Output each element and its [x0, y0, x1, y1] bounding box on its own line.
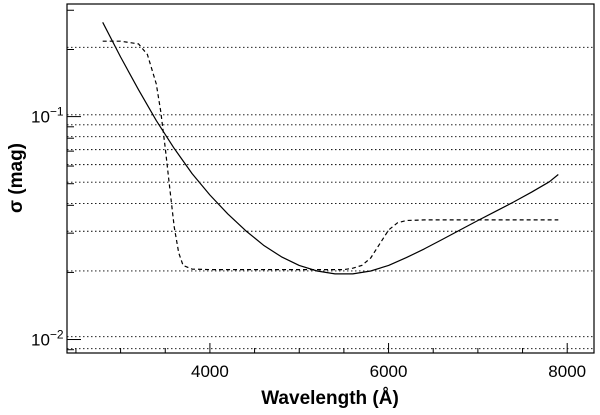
- grid-lines: [67, 46, 594, 350]
- tick-labels: 4000 6000 8000 10−2 10−1: [31, 105, 586, 381]
- x-tick-label: 6000: [370, 362, 408, 381]
- x-axis-label: Wavelength (Å): [261, 388, 399, 409]
- y-tick-label: 10−1: [31, 105, 64, 127]
- x-tick-label: 8000: [548, 362, 586, 381]
- plot-frame: [66, 3, 595, 354]
- series-lines: [102, 22, 559, 275]
- solid-series-line: [102, 22, 559, 275]
- dashed-series-line: [102, 40, 559, 271]
- x-tick-label: 4000: [191, 362, 229, 381]
- y-axis-label: σ (mag): [6, 143, 27, 213]
- axis-ticks: [67, 9, 568, 353]
- y-tick-label: 10−2: [31, 328, 64, 350]
